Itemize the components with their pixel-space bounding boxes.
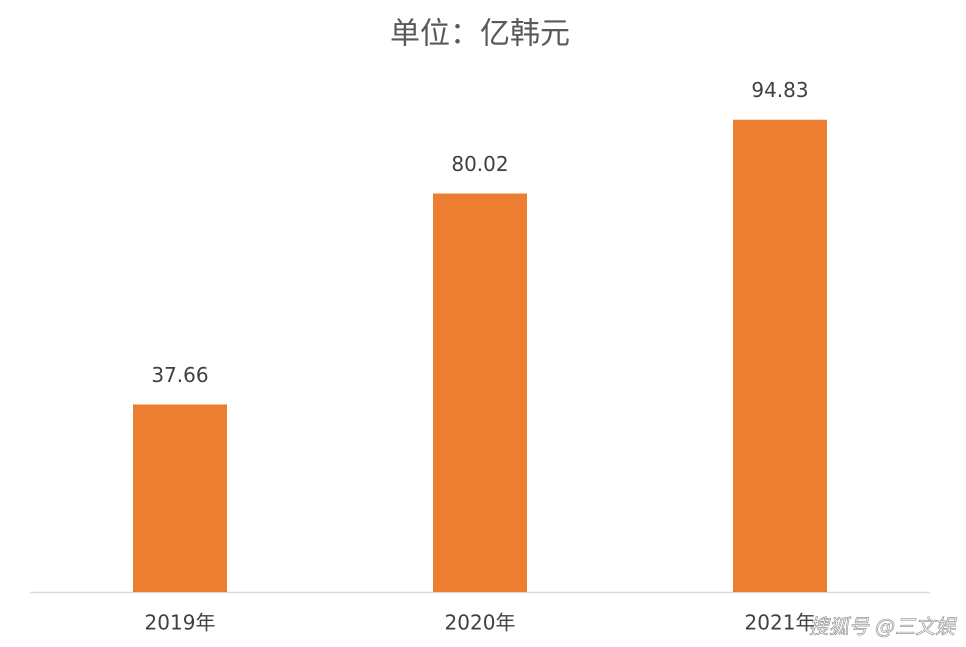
watermark: 搜狐号 @三文娱 xyxy=(809,615,957,639)
data-label: 94.83 xyxy=(751,78,808,102)
x-tick-label: 2021年 xyxy=(745,611,816,635)
x-tick-label: 2020年 xyxy=(445,611,516,635)
bar xyxy=(733,119,827,593)
bar xyxy=(133,404,227,592)
chart-title: 单位：亿韩元 xyxy=(390,17,570,52)
bar xyxy=(433,193,527,592)
x-tick-label: 2019年 xyxy=(145,611,216,635)
data-label: 37.66 xyxy=(151,363,208,387)
data-label: 80.02 xyxy=(451,152,508,176)
